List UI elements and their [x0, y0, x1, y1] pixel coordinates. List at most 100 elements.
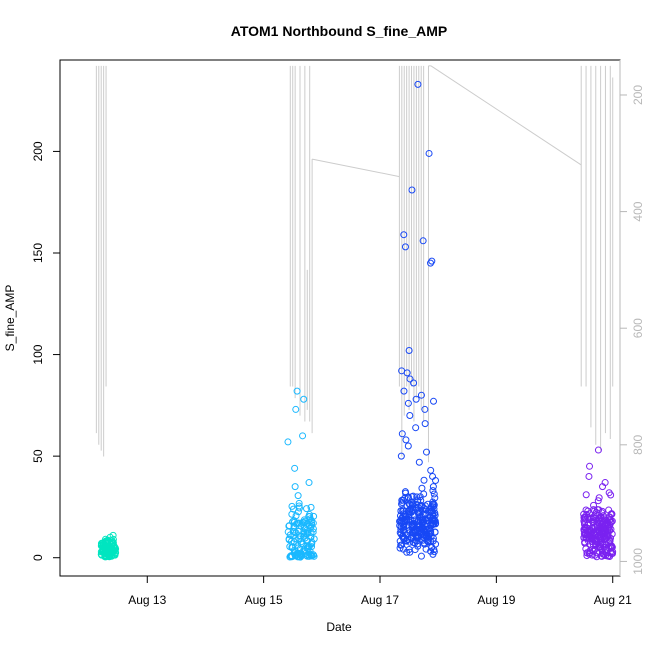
data-point: [593, 553, 601, 561]
right-tick-label: 600: [631, 318, 645, 338]
data-point: [419, 237, 427, 245]
data-point: [398, 430, 406, 438]
data-point: [430, 397, 438, 405]
data-point: [585, 472, 593, 480]
data-point: [582, 534, 590, 542]
data-point: [589, 518, 597, 526]
data-point: [307, 503, 315, 511]
data-point: [430, 517, 438, 525]
data-point: [595, 494, 603, 502]
data-point: [108, 539, 116, 547]
x-axis-label: Date: [326, 620, 352, 634]
data-point: [414, 540, 422, 548]
data-point: [291, 483, 299, 491]
data-point: [429, 487, 437, 495]
data-point: [403, 537, 411, 545]
x-tick-label: Aug 21: [594, 593, 632, 607]
y-axis: 0 50 100 150 200: [31, 141, 60, 561]
data-point: [287, 537, 295, 545]
data-point: [580, 514, 588, 522]
data-point: [408, 493, 416, 501]
data-point: [408, 186, 416, 194]
x-axis: Aug 13 Aug 15 Aug 17 Aug 19 Aug 21: [128, 576, 632, 607]
data-point: [306, 550, 314, 558]
data-point: [402, 436, 410, 444]
data-point: [432, 477, 440, 485]
data-point: [397, 452, 405, 460]
data-point: [431, 518, 439, 526]
data-point: [431, 509, 439, 517]
data-point: [425, 524, 433, 532]
data-point: [584, 527, 592, 535]
data-point: [398, 514, 406, 522]
x-tick-label: Aug 19: [477, 593, 515, 607]
data-point: [605, 489, 613, 497]
data-point: [586, 462, 594, 470]
data-point: [421, 502, 429, 510]
data-point: [410, 379, 418, 387]
right-axis: 200 400 600 800 1000: [619, 60, 645, 576]
data-point: [404, 442, 412, 450]
data-point: [411, 546, 419, 554]
data-point: [397, 526, 405, 534]
x-tick-label: Aug 13: [128, 593, 166, 607]
data-point: [417, 496, 425, 504]
data-point: [417, 391, 425, 399]
data-point: [601, 517, 609, 525]
data-point: [109, 535, 117, 543]
data-point: [310, 512, 318, 520]
data-point: [404, 399, 412, 407]
points-layer: [97, 80, 617, 561]
data-point: [430, 548, 438, 556]
data-point: [604, 552, 612, 560]
data-point: [431, 528, 439, 536]
data-point: [420, 476, 428, 484]
data-point: [398, 500, 406, 508]
data-point: [406, 412, 414, 420]
data-point: [307, 529, 315, 537]
data-point: [606, 527, 614, 535]
y-axis-label: S_fine_AMP: [3, 285, 17, 352]
data-point: [401, 488, 409, 496]
data-point: [418, 520, 426, 528]
data-point: [299, 432, 307, 440]
data-point: [399, 545, 407, 553]
data-point: [292, 512, 300, 520]
data-point: [429, 472, 437, 480]
data-point: [414, 80, 422, 88]
data-point: [415, 458, 423, 466]
data-point: [403, 369, 411, 377]
right-tick-label: 800: [631, 434, 645, 454]
data-point: [599, 483, 607, 491]
data-point: [291, 464, 299, 472]
data-point: [295, 532, 303, 540]
y-tick-label: 50: [31, 449, 45, 463]
data-point: [594, 446, 602, 454]
data-point: [293, 387, 301, 395]
data-point: [406, 375, 414, 383]
data-point: [300, 523, 308, 531]
y-tick-label: 200: [31, 141, 45, 161]
data-point: [417, 528, 425, 536]
data-point: [292, 405, 300, 413]
data-point: [103, 544, 111, 552]
data-point: [405, 500, 413, 508]
data-point: [580, 526, 588, 534]
x-tick-label: Aug 17: [361, 593, 399, 607]
data-point: [596, 518, 604, 526]
data-point: [308, 552, 316, 560]
data-point: [425, 149, 433, 157]
data-point: [305, 479, 313, 487]
data-point: [288, 553, 296, 561]
data-point: [591, 531, 599, 539]
data-point: [406, 529, 414, 537]
chart-title: ATOM1 Northbound S_fine_AMP: [231, 23, 447, 39]
data-point: [294, 528, 302, 536]
data-point: [300, 395, 308, 403]
right-tick-label: 400: [631, 201, 645, 221]
data-point: [99, 548, 107, 556]
data-point: [417, 552, 425, 560]
data-point: [580, 517, 588, 525]
data-point: [430, 490, 438, 498]
